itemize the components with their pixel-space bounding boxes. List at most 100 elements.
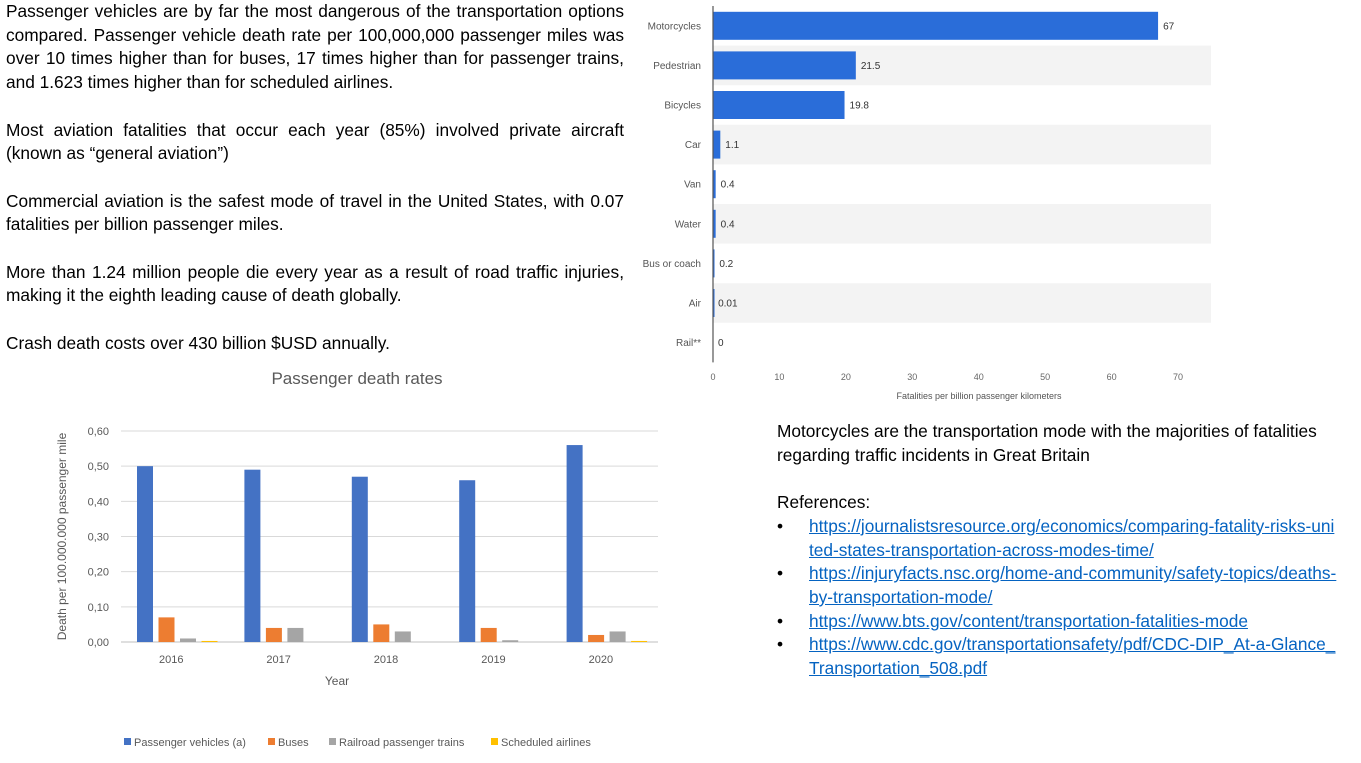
legend-label-scheduled-airlines: Scheduled airlines [501, 737, 591, 749]
bar-railroad-passenger-trains-2016 [180, 638, 196, 642]
paragraph-road-traffic: More than 1.24 million people die every … [6, 261, 624, 306]
y-tick-label: 0,60 [88, 426, 109, 438]
legend-label-railroad-passenger-trains: Railroad passenger trains [339, 737, 465, 749]
bullet-icon: • [777, 610, 784, 631]
value-label-pedestrian: 21.5 [861, 61, 881, 72]
reference-item: • https://www.bts.gov/content/transporta… [777, 610, 1337, 634]
value-label-van: 0.4 [721, 180, 735, 191]
value-label-car: 1.1 [725, 140, 739, 151]
bar-passenger-vehicles-a-2020 [566, 445, 583, 642]
x-tick-label-2019: 2019 [481, 654, 505, 666]
bar-pedestrian [713, 51, 856, 80]
category-label-van: Van [684, 180, 701, 191]
bar-railroad-passenger-trains-2017 [287, 627, 304, 642]
x-tick-label-2020: 2020 [589, 654, 613, 666]
legend-swatch-buses [268, 738, 275, 745]
bar-railroad-passenger-trains-2020 [609, 631, 626, 642]
references-panel: Motorcycles are the transportation mode … [777, 420, 1337, 681]
bar-passenger-vehicles-a-2018 [351, 476, 368, 642]
reference-link-injuryfacts[interactable]: https://injuryfacts.nsc.org/home-and-com… [809, 563, 1337, 607]
legend-swatch-railroad-passenger-trains [329, 738, 336, 745]
bullet-icon: • [777, 563, 784, 584]
references-list: • https://journalistsresource.org/econom… [777, 515, 1337, 681]
reference-link-cdc[interactable]: https://www.cdc.gov/transportationsafety… [809, 634, 1336, 679]
bullet-icon: • [777, 515, 784, 536]
category-label-car: Car [685, 140, 702, 151]
category-label-motorcycles: Motorcycles [648, 21, 701, 32]
y-tick-label: 0,30 [88, 532, 109, 544]
y-tick-label: 0,50 [88, 461, 109, 473]
intro-text: Passenger vehicles are by far the most d… [6, 0, 624, 379]
bar-water [713, 209, 716, 238]
bar-motorcycles [713, 11, 1159, 40]
x-tick-label-60: 60 [1107, 372, 1117, 382]
legend-swatch-passenger-vehicles-a [124, 738, 131, 745]
bar-buses-2020 [588, 634, 605, 642]
category-label-air: Air [689, 299, 702, 310]
x-tick-label-2017: 2017 [266, 654, 290, 666]
reference-item: • https://www.cdc.gov/transportationsafe… [777, 633, 1337, 680]
bar-bus-or-coach [713, 249, 715, 278]
bar-bicycles [713, 91, 845, 119]
paragraph-commercial-aviation: Commercial aviation is the safest mode o… [6, 190, 624, 235]
bar-passenger-vehicles-a-2017 [244, 469, 261, 642]
bullet-icon: • [777, 634, 784, 655]
x-tick-label-20: 20 [841, 372, 851, 382]
x-tick-label-40: 40 [974, 372, 984, 382]
y-tick-label: 0,10 [88, 602, 109, 614]
legend-label-passenger-vehicles-a: Passenger vehicles (a) [134, 737, 246, 749]
reference-item: • https://journalistsresource.org/econom… [777, 515, 1337, 562]
bar-passenger-vehicles-a-2016 [137, 466, 153, 642]
row-band-water [713, 204, 1211, 244]
bar-railroad-passenger-trains-2019 [502, 640, 519, 642]
bar-buses-2019 [480, 627, 497, 642]
y-tick-label: 0,00 [88, 637, 109, 649]
motorcycles-note: Motorcycles are the transportation mode … [777, 421, 1317, 465]
bar-car [713, 130, 721, 159]
category-label-water: Water [675, 219, 702, 230]
category-label-bus-or-coach: Bus or coach [643, 259, 701, 270]
legend-swatch-scheduled-airlines [491, 738, 498, 745]
passenger-death-rates-chart: Passenger death rates 0,00 0,10 0,20 0,30 0,4… [55, 369, 658, 749]
reference-link-journalistsresource[interactable]: https://journalistsresource.org/economic… [809, 515, 1335, 560]
paragraph-aviation-fatalities: Most aviation fatalities that occur each… [6, 119, 624, 164]
x-tick-label-2018: 2018 [374, 654, 398, 666]
bar-scheduled-airlines-2016 [201, 640, 218, 642]
reference-link-bts[interactable]: https://www.bts.gov/content/transportati… [809, 610, 1248, 631]
x-axis-title: Fatalities per billion passenger kilomet… [896, 391, 1062, 401]
bar-buses-2017 [265, 627, 282, 642]
fatalities-by-mode-chart: Motorcycles 67 Pedestrian 21.5 Bicycles 19.8 C… [643, 6, 1211, 401]
bar-air [713, 289, 715, 317]
value-label-bicycles: 19.8 [850, 101, 870, 112]
x-axis-title: Year [325, 674, 349, 688]
row-band-air [713, 283, 1211, 323]
x-tick-label-50: 50 [1040, 372, 1050, 382]
x-tick-label-0: 0 [710, 372, 715, 382]
value-label-air: 0.01 [718, 299, 738, 310]
bar-buses-2016 [158, 617, 175, 642]
y-tick-label: 0,40 [88, 496, 109, 508]
row-band-car [713, 124, 1211, 165]
chart-title: Passenger death rates [271, 369, 442, 388]
value-label-bus-or-coach: 0.2 [719, 259, 733, 270]
value-label-rail: 0 [718, 338, 724, 349]
paragraph-passenger-vehicles: Passenger vehicles are by far the most d… [6, 1, 624, 93]
reference-item: • https://injuryfacts.nsc.org/home-and-c… [777, 562, 1337, 609]
bar-scheduled-airlines-2020 [631, 640, 648, 642]
bar-buses-2018 [373, 624, 390, 642]
legend-label-buses: Buses [278, 737, 309, 749]
y-tick-label: 0,20 [88, 567, 109, 579]
paragraph-crash-cost: Crash death costs over 430 billion $USD … [6, 332, 390, 353]
category-label-pedestrian: Pedestrian [653, 61, 701, 72]
bar-van [713, 170, 716, 199]
category-label-bicycles: Bicycles [664, 101, 701, 112]
y-axis-title: Death per 100.000.000 passenger mile [55, 432, 69, 640]
value-label-motorcycles: 67 [1163, 21, 1175, 32]
value-label-water: 0.4 [721, 219, 735, 230]
x-tick-label-10: 10 [774, 372, 784, 382]
x-tick-label-70: 70 [1173, 372, 1183, 382]
x-tick-label-30: 30 [907, 372, 917, 382]
x-tick-label-2016: 2016 [159, 654, 183, 666]
category-label-rail: Rail** [676, 338, 701, 349]
bar-passenger-vehicles-a-2019 [459, 480, 476, 642]
